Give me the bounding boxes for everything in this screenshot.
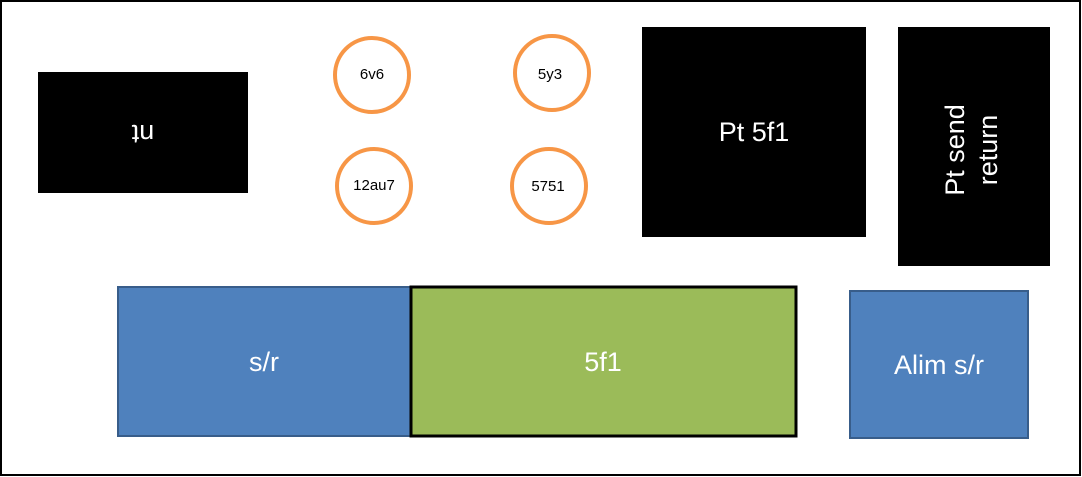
block-pt-send-return xyxy=(898,27,1050,266)
tube-label: 12au7 xyxy=(353,177,395,194)
block-alim-sr xyxy=(849,290,1029,439)
tube xyxy=(333,36,411,114)
label-line: return xyxy=(973,115,1003,186)
tube-label: 5y3 xyxy=(538,66,562,83)
block-5f1 xyxy=(409,285,798,438)
block-pt-5f1 xyxy=(642,27,866,237)
tube xyxy=(513,34,591,112)
tube-label: 6v6 xyxy=(360,66,384,83)
block-sr xyxy=(117,286,412,437)
block-label: nt xyxy=(131,119,154,149)
tube xyxy=(510,147,588,225)
block-label: 5f1 xyxy=(584,347,622,377)
block-nt xyxy=(38,72,248,193)
block-label: Pt 5f1 xyxy=(719,117,790,147)
block-label: Pt send return xyxy=(940,104,1003,196)
block-label: s/r xyxy=(249,347,279,377)
label-line: Pt send xyxy=(940,104,970,196)
tube-label: 5751 xyxy=(531,178,564,195)
tube xyxy=(335,147,413,225)
block-label: Alim s/r xyxy=(894,350,984,380)
